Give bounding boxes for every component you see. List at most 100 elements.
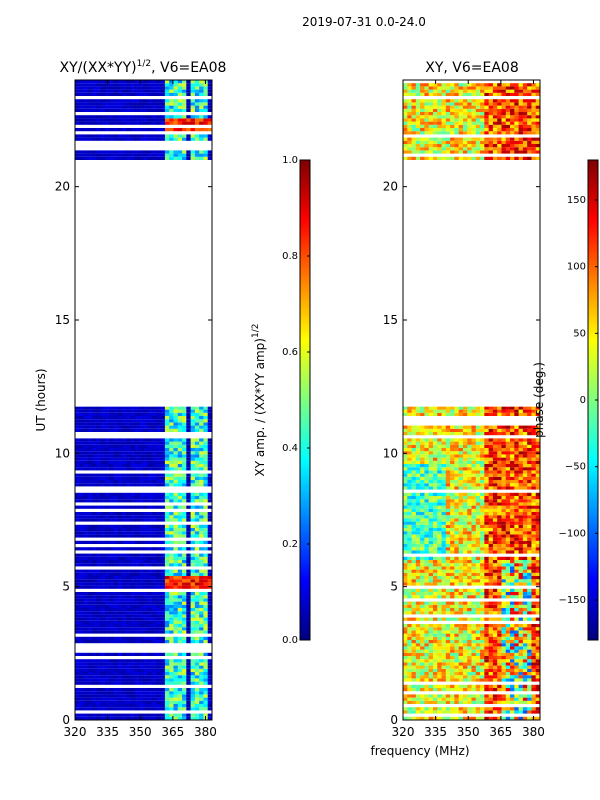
heat1-cell <box>92 668 97 672</box>
heat2-cell <box>527 652 532 656</box>
heat1-cell <box>130 528 136 532</box>
heat1-cell <box>194 92 200 96</box>
heat1-cell <box>96 89 102 93</box>
heat2-cell <box>411 579 417 583</box>
heat2-cell <box>415 601 421 605</box>
heat2-cell <box>428 531 434 535</box>
heat1-cell <box>160 422 166 426</box>
heat2-cell <box>480 534 485 538</box>
heat2-cell <box>522 569 528 573</box>
heat2-cell <box>450 560 455 564</box>
heat1-cell <box>160 598 166 602</box>
heat2-cell <box>471 515 477 519</box>
heat1-cell <box>100 496 106 500</box>
heat2-cell <box>450 707 455 711</box>
heat2-cell <box>518 700 524 704</box>
heat2-cell <box>510 662 515 666</box>
heat2-cell <box>527 512 532 516</box>
heat2-cell <box>407 652 412 656</box>
heat2-cell <box>492 640 498 644</box>
heat2-cell <box>514 556 519 560</box>
heat2-cell <box>518 566 524 570</box>
heat1-cell <box>160 102 166 106</box>
heat2-cell <box>437 643 442 647</box>
heat1-cell <box>79 425 84 429</box>
heat2-cell <box>424 716 430 720</box>
heat1-cell <box>100 694 106 698</box>
heat2-cell <box>411 656 417 660</box>
heat2-cell <box>510 550 515 554</box>
heat2-cell <box>488 652 494 656</box>
heat2-cell <box>403 697 408 701</box>
heat2-cell <box>441 588 447 592</box>
heat2-cell <box>527 544 532 548</box>
heat2-cell <box>471 569 477 573</box>
heat2-cell <box>510 633 515 637</box>
heat2-cell <box>471 700 477 704</box>
heat1-cell <box>104 460 110 464</box>
heat1-cell <box>169 681 174 685</box>
figure-suptitle: 2019-07-31 0.0-24.0 <box>302 15 426 29</box>
heat1-cell <box>194 547 200 551</box>
heat2-cell <box>480 627 485 631</box>
heat1-cell <box>186 620 191 624</box>
heat2-cell <box>522 531 528 535</box>
heat1-cell <box>130 640 136 644</box>
heat1-cell <box>190 572 196 576</box>
heat1-cell <box>207 604 213 608</box>
heat1-cell <box>79 496 84 500</box>
colorbar-tick-label: 0.8 <box>282 251 298 262</box>
heat1-cell <box>156 604 162 608</box>
heat2-cell <box>458 684 464 688</box>
heat1-cell <box>190 531 196 535</box>
heat2-cell <box>462 566 468 570</box>
heat2-cell <box>441 508 447 512</box>
heat1-cell <box>156 614 162 618</box>
heat1-cell <box>143 448 149 452</box>
heat2-cell <box>437 675 442 679</box>
heat2-cell <box>475 668 481 672</box>
heat2-cell <box>484 665 490 669</box>
heat1-cell <box>164 556 170 560</box>
heat2-cell <box>467 547 472 551</box>
heat1-cell <box>203 627 209 631</box>
heat1-cell <box>199 409 204 413</box>
heat1-cell <box>96 156 102 160</box>
heat2-cell <box>484 604 490 608</box>
heat1-cell <box>194 156 200 160</box>
heat2-cell <box>420 595 425 599</box>
heat2-cell <box>432 569 438 573</box>
heat2-cell <box>428 595 434 599</box>
heat2-cell <box>488 646 494 650</box>
heat2-cell <box>445 617 451 621</box>
heat2-cell <box>458 707 464 711</box>
heat1-cell <box>113 608 119 612</box>
heat1-cell <box>122 528 127 532</box>
heat1-cell <box>96 678 102 682</box>
heat2-cell <box>488 524 494 528</box>
heat1-cell <box>152 128 157 132</box>
heat1-cell <box>173 553 179 557</box>
heat1-cell <box>164 547 170 551</box>
heat1-cell <box>147 92 153 96</box>
heat1-cell <box>207 716 213 720</box>
heat1-cell <box>87 592 93 596</box>
heat1-cell <box>207 156 213 160</box>
heat1-cell <box>139 416 144 420</box>
heat2-cell <box>450 652 455 656</box>
heat1-cell <box>122 505 127 509</box>
heat1-cell <box>169 86 174 90</box>
heat1-cell <box>122 569 127 573</box>
heat1-cell <box>83 150 89 154</box>
heat2-cell <box>450 534 455 538</box>
heat1-cell <box>92 652 97 656</box>
heat2-cell <box>403 540 408 544</box>
heat1-cell <box>164 662 170 666</box>
heat1-cell <box>194 80 200 84</box>
heat1-cell <box>164 617 170 621</box>
heat1-cell <box>199 153 204 157</box>
heat2-cell <box>420 617 425 621</box>
heat2-cell <box>424 505 430 509</box>
heat2-cell <box>518 649 524 653</box>
heat1-cell <box>160 115 166 119</box>
